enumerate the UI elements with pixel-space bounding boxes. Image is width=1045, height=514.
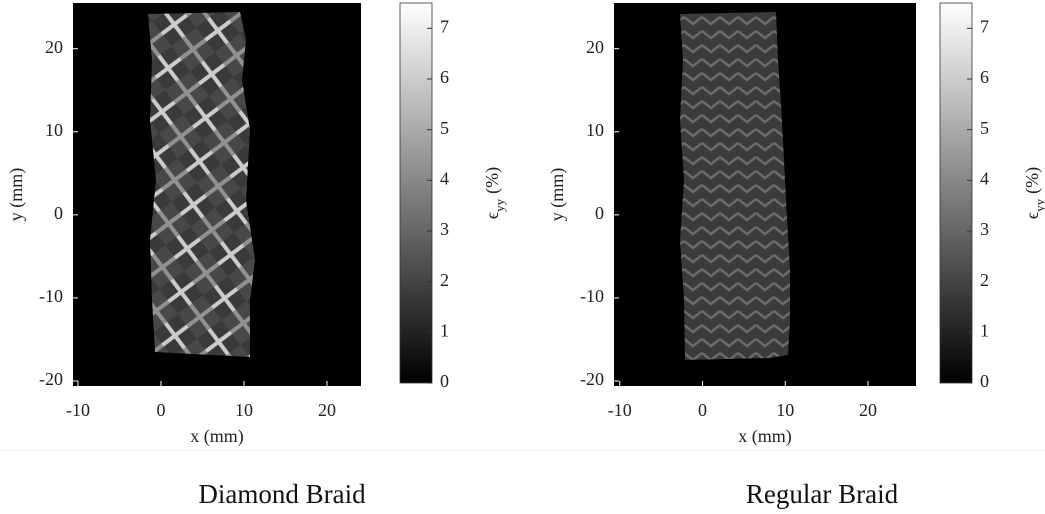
y-tick-label: 10 [45,120,63,140]
y-tick-label: 20 [586,37,604,57]
colorbar-tick-label: 5 [980,118,989,138]
x-tick-label: 10 [776,400,794,420]
colorbar-tick-label: 5 [440,118,449,138]
y-tick-label: -10 [39,286,63,306]
y-tick-label: 20 [45,37,63,57]
colorbar-label-subscript: yy [492,198,507,212]
strain-field [680,12,790,360]
colorbar-tick-label: 4 [980,168,989,188]
colorbar [939,2,973,384]
colorbar-tick-label: 1 [980,320,989,340]
colorbar-label-symbol: ϵ [482,212,502,219]
colorbar-tick-label: 6 [440,67,449,87]
colorbar-label: ϵyy (%) [1022,167,1045,219]
colorbar-tick-label: 4 [440,168,449,188]
x-tick-label: -10 [66,400,90,420]
colorbar-tick-label: 2 [980,270,989,290]
colorbar-tick-label: 2 [440,270,449,290]
colorbar-label-unit: (%) [482,167,503,194]
colorbar-label-subscript: yy [1032,198,1045,212]
y-tick-label: 0 [595,203,604,223]
colorbar-tick-label: 0 [980,371,989,391]
colorbar-label-unit: (%) [1022,167,1043,194]
y-tick-label: 0 [54,203,63,223]
x-axis-label: x (mm) [190,426,244,447]
x-tick-label: 20 [859,400,877,420]
x-tick-label: 0 [156,400,165,420]
x-tick-label: 20 [318,400,336,420]
y-tick-label: -20 [39,369,63,389]
y-axis-label: y (mm) [6,168,27,222]
colorbar-tick-label: 7 [440,16,449,36]
x-axis-label: x (mm) [738,426,792,447]
x-tick-label: 10 [235,400,253,420]
x-tick-label: -10 [608,400,632,420]
colorbar-tick-label: 0 [440,371,449,391]
caption: Regular Braid [746,479,899,509]
caption: Diamond Braid [198,479,366,509]
colorbar-tick-label: 7 [980,16,989,36]
y-tick-label: -10 [580,286,604,306]
colorbar-label-symbol: ϵ [1022,212,1042,219]
x-tick-label: 0 [698,400,707,420]
colorbar-tick-label: 1 [440,320,449,340]
colorbar-tick-label: 6 [980,67,989,87]
y-tick-label: -20 [580,369,604,389]
y-tick-label: 10 [586,120,604,140]
colorbar-tick-label: 3 [980,219,989,239]
colorbar-label: ϵyy (%) [482,167,507,219]
y-axis-label: y (mm) [547,168,568,222]
strain-field [148,12,255,357]
colorbar-tick-label: 3 [440,219,449,239]
colorbar [399,2,433,384]
